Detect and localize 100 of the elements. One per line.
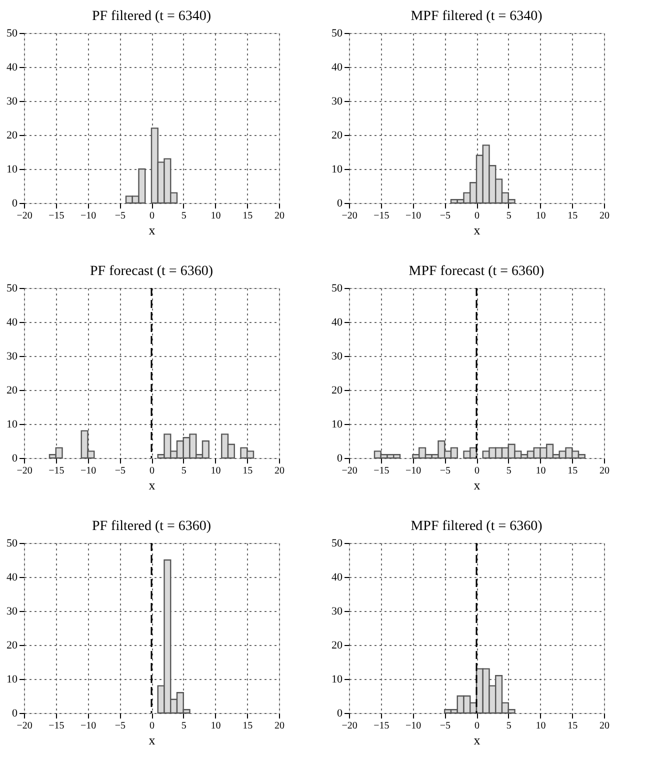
x-tick-label: 20	[600, 720, 610, 732]
y-tick-label: 50	[6, 282, 18, 294]
x-tick-label: 15	[242, 466, 253, 476]
chart-title: PF filtered (t = 6340)	[92, 9, 212, 24]
y-tick-label: 0	[337, 708, 343, 720]
x-tick-label: 15	[242, 210, 253, 222]
y-tick-label: 20	[332, 130, 343, 142]
x-tick-label: −5	[440, 210, 450, 222]
y-tick-label: 40	[332, 316, 343, 328]
x-tick-label: 15	[242, 720, 253, 732]
x-tick-label: 5	[506, 466, 512, 476]
y-tick-label: 50	[6, 538, 18, 550]
x-tick-label: −20	[16, 720, 32, 732]
y-tick-label: 30	[332, 606, 343, 618]
x-tick-label: 20	[274, 720, 284, 732]
x-tick-label: 20	[600, 466, 610, 476]
y-tick-label: 40	[6, 62, 18, 74]
x-tick-label: −10	[405, 466, 422, 476]
y-tick-label: 40	[6, 316, 18, 328]
y-tick-label: 20	[6, 384, 18, 396]
y-tick-label: 40	[332, 62, 343, 74]
y-tick-label: 50	[332, 538, 343, 550]
x-tick-label: −15	[48, 210, 64, 222]
chart-title: MPF filtered (t = 6360)	[410, 519, 543, 534]
x-tick-label: 0	[150, 720, 154, 732]
x-tick-label: −15	[374, 720, 390, 732]
chart-title: PF forecast (t = 6360)	[90, 264, 214, 279]
y-tick-label: 0	[337, 198, 343, 210]
x-tick-label: 5	[506, 720, 512, 732]
x-axis-title: x	[474, 478, 481, 492]
y-tick-label: 10	[332, 674, 343, 686]
x-tick-label: 5	[506, 210, 512, 222]
x-tick-label: 10	[536, 466, 546, 476]
x-axis-title: x	[148, 732, 156, 748]
chart-title: MPF forecast (t = 6360)	[408, 264, 545, 279]
x-tick-label: 0	[150, 466, 154, 476]
y-tick-label: 20	[6, 130, 18, 142]
y-tick-label: 40	[332, 572, 343, 584]
x-tick-label: 0	[150, 210, 154, 222]
x-tick-label: −5	[440, 466, 450, 476]
y-tick-label: 10	[6, 418, 18, 430]
x-tick-label: −10	[80, 720, 96, 732]
x-tick-label: 0	[474, 720, 480, 732]
x-tick-label: −5	[440, 720, 450, 732]
x-tick-label: −5	[114, 210, 126, 222]
x-tick-label: 10	[210, 466, 221, 476]
y-tick-label: 30	[6, 96, 18, 108]
y-tick-label: 30	[6, 606, 18, 618]
x-tick-label: −10	[405, 210, 422, 222]
x-tick-label: 10	[210, 720, 221, 732]
x-tick-label: 20	[274, 466, 284, 476]
y-tick-label: 10	[6, 164, 18, 176]
x-tick-label: −15	[374, 210, 390, 222]
x-tick-label: 20	[274, 210, 284, 222]
x-tick-label: 10	[536, 210, 546, 222]
x-tick-label: −15	[48, 720, 64, 732]
x-tick-label: −20	[342, 210, 358, 222]
x-tick-label: −10	[405, 720, 422, 732]
x-tick-label: 10	[536, 720, 546, 732]
y-tick-label: 50	[332, 282, 343, 294]
y-tick-label: 30	[332, 96, 343, 108]
x-axis-title: x	[148, 222, 156, 238]
x-tick-label: −10	[80, 210, 96, 222]
y-tick-label: 10	[332, 418, 343, 430]
x-tick-label: −15	[48, 466, 64, 476]
x-tick-label: 10	[210, 210, 221, 222]
x-tick-label: 5	[181, 466, 186, 476]
x-axis-title: x	[474, 222, 481, 238]
chart-title: PF filtered (t = 6360)	[92, 519, 212, 534]
y-tick-label: 0	[337, 452, 343, 464]
x-tick-label: −10	[80, 466, 96, 476]
x-axis-title: x	[474, 732, 481, 748]
x-tick-label: −5	[114, 466, 126, 476]
y-tick-label: 30	[332, 350, 343, 362]
chart-title: MPF filtered (t = 6340)	[410, 9, 543, 24]
x-tick-label: −20	[342, 720, 358, 732]
x-tick-label: −15	[374, 466, 390, 476]
y-tick-label: 20	[6, 640, 18, 652]
y-tick-label: 30	[6, 350, 18, 362]
y-tick-label: 10	[6, 674, 18, 686]
x-tick-label: −5	[114, 720, 126, 732]
x-tick-label: 20	[600, 210, 610, 222]
x-tick-label: 0	[474, 210, 480, 222]
y-tick-label: 0	[12, 198, 18, 210]
y-tick-label: 50	[332, 28, 343, 40]
y-tick-label: 20	[332, 384, 343, 396]
x-tick-label: −20	[16, 466, 32, 476]
y-tick-label: 0	[12, 708, 18, 720]
y-tick-label: 0	[12, 452, 18, 464]
x-tick-label: 15	[568, 210, 578, 222]
x-tick-label: 5	[181, 210, 186, 222]
x-tick-label: −20	[342, 466, 358, 476]
x-axis-title: x	[148, 478, 156, 492]
x-tick-label: 15	[568, 720, 578, 732]
y-tick-label: 50	[6, 28, 18, 40]
x-tick-label: −20	[16, 210, 32, 222]
y-tick-label: 40	[6, 572, 18, 584]
x-tick-label: 15	[568, 466, 578, 476]
x-tick-label: 0	[474, 466, 480, 476]
y-tick-label: 20	[332, 640, 343, 652]
